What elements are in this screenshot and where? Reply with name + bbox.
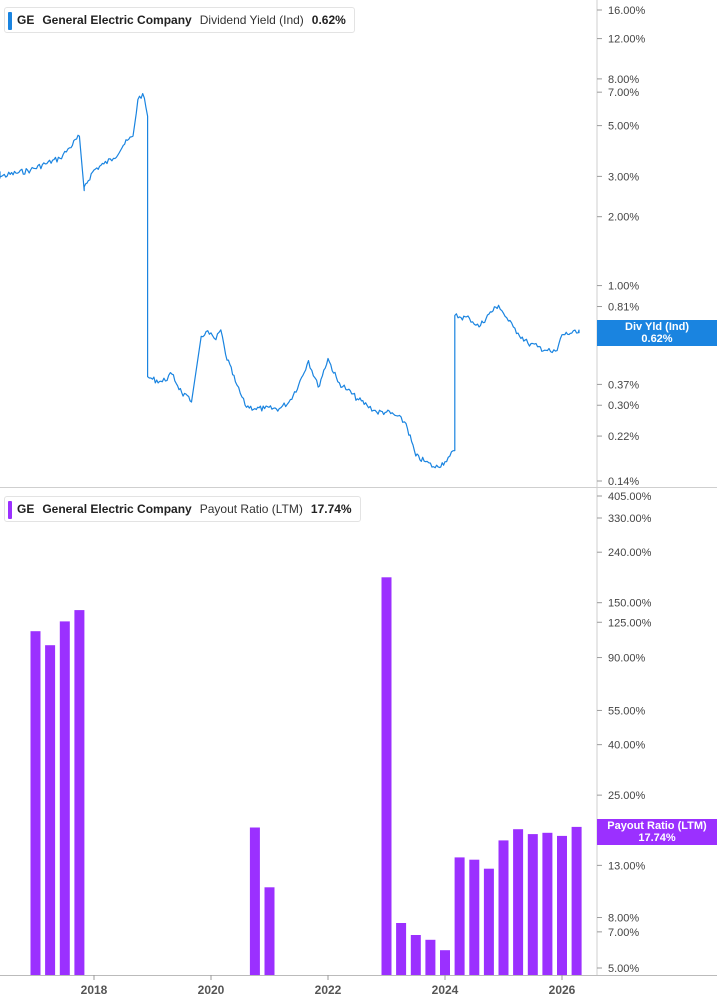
payout-bar [454,857,465,975]
payout-badge-value: 17.74% [638,832,676,844]
y-tick-label: 55.00% [608,705,646,717]
y-tick-label: 405.00% [608,491,652,503]
y-tick-label: 1.00% [608,281,639,293]
payout-bar [264,887,275,975]
y-tick-label: 7.00% [608,927,639,939]
payout-bar [249,827,260,975]
dividend-yield-line [0,93,580,469]
y-tick-label: 8.00% [608,913,639,925]
payout-ratio-legend[interactable]: GE General Electric Company Payout Ratio… [4,496,361,522]
payout-bar [425,939,436,975]
y-tick-label: 40.00% [608,740,646,752]
y-tick-label: 2.00% [608,212,639,224]
payout-bar [30,631,41,975]
y-tick-label: 240.00% [608,547,652,559]
payout-bar [45,645,56,975]
payout-bar [542,832,553,975]
dividend-badge-value: 0.62% [641,333,673,345]
payout-bar [469,859,480,975]
payout-ratio-pane [30,577,582,975]
dividend-legend-metric: Dividend Yield (Ind) [199,13,304,27]
payout-bar [410,935,421,975]
x-tick-label: 2026 [549,983,576,997]
x-tick-label: 2022 [315,983,342,997]
chart-frame [0,0,717,976]
y-axis-ticks: 16.00%12.00%8.00%7.00%5.00%3.00%2.00%1.0… [597,5,652,975]
dividend-legend-company: General Electric Company [42,13,192,27]
dividend-yield-badge: Div Yld (Ind) 0.62% [597,320,717,346]
payout-bar [571,826,582,975]
y-tick-label: 25.00% [608,790,646,802]
payout-bar [381,577,392,975]
x-tick-label: 2020 [198,983,225,997]
dividend-badge-label: Div Yld (Ind) [625,321,689,333]
dividend-legend-ticker: GE [17,13,35,27]
payout-legend-swatch [8,501,12,519]
y-tick-label: 3.00% [608,171,639,183]
x-tick-label: 2018 [81,983,108,997]
dividend-legend-swatch [8,12,12,30]
payout-bar [498,840,509,975]
dividend-legend-value: 0.62% [311,13,346,27]
payout-bar [527,834,538,975]
payout-legend-value: 17.74% [310,502,352,516]
y-tick-label: 13.00% [608,860,646,872]
payout-legend-ticker: GE [17,502,35,516]
y-tick-label: 7.00% [608,87,639,99]
y-tick-label: 5.00% [608,121,639,133]
payout-bar [59,621,70,975]
payout-legend-company: General Electric Company [42,502,192,516]
y-tick-label: 330.00% [608,513,652,525]
payout-bar [483,868,494,975]
y-tick-label: 150.00% [608,598,652,610]
y-tick-label: 125.00% [608,617,652,629]
y-tick-label: 5.00% [608,963,639,975]
y-tick-label: 90.00% [608,653,646,665]
x-tick-label: 2024 [432,983,459,997]
y-tick-label: 0.22% [608,431,639,443]
y-tick-label: 0.30% [608,400,639,412]
payout-bar [513,829,524,975]
payout-bar [557,835,567,975]
y-tick-label: 0.81% [608,302,639,314]
payout-bar [440,950,450,975]
payout-bar [74,610,85,975]
y-tick-label: 0.37% [608,379,639,391]
payout-badge-label: Payout Ratio (LTM) [607,820,707,832]
y-tick-label: 0.14% [608,476,639,488]
y-tick-label: 16.00% [608,5,646,17]
x-axis: 2018 2020 2022 2024 2026 [81,975,576,997]
payout-legend-metric: Payout Ratio (LTM) [199,502,303,516]
dividend-yield-pane [0,93,580,469]
y-tick-label: 12.00% [608,34,646,46]
dividend-yield-legend[interactable]: GE General Electric Company Dividend Yie… [4,7,355,33]
y-tick-label: 8.00% [608,74,639,86]
payout-ratio-badge: Payout Ratio (LTM) 17.74% [597,819,717,845]
payout-bar [396,923,407,975]
